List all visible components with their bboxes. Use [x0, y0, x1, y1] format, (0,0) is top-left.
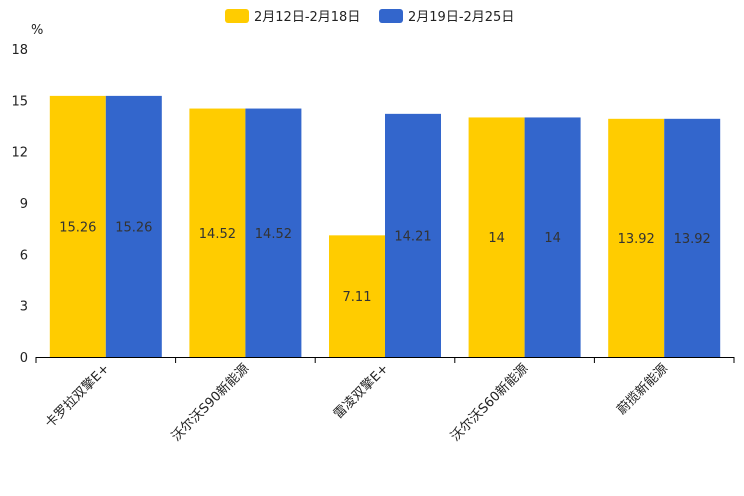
legend-swatch-2[interactable] [379, 9, 403, 23]
bar-series2-1[interactable] [105, 95, 162, 357]
data-label: 7.11 [343, 290, 372, 305]
bar-series2-4[interactable] [524, 117, 581, 357]
data-label: 13.92 [618, 232, 655, 247]
data-label: 14 [488, 231, 505, 246]
bar-series2-5[interactable] [664, 118, 721, 358]
y-axis-unit-label: % [31, 23, 43, 38]
x-axis: 卡罗拉双擎E+ 沃尔沃S90新能源 雷凌双擎E+ 沃尔沃S60新能源 蔚揽新能源 [35, 357, 735, 445]
legend: 2月12日-2月18日 2月19日-2月25日 [225, 9, 514, 25]
x-tick-label: 蔚揽新能源 [614, 361, 671, 418]
data-label: 14.52 [199, 227, 236, 242]
bar-series2-2[interactable] [245, 108, 302, 358]
data-label: 14.52 [255, 227, 292, 242]
x-tick-label: 卡罗拉双擎E+ [43, 361, 113, 431]
y-tick-label: 18 [11, 43, 28, 58]
y-tick-label: 12 [11, 146, 28, 161]
data-label: 14 [544, 231, 561, 246]
legend-label-1: 2月12日-2月18日 [254, 10, 360, 25]
y-tick-label: 9 [20, 197, 28, 212]
data-label: 15.26 [59, 220, 96, 235]
y-tick-label: 6 [20, 248, 28, 263]
x-tick-label: 雷凌双擎E+ [331, 361, 392, 422]
y-tick-label: 0 [20, 351, 28, 366]
bar-series1-1[interactable] [49, 95, 106, 357]
x-tick-label: 沃尔沃S60新能源 [447, 361, 531, 445]
bars [49, 95, 721, 358]
data-label: 15.26 [115, 220, 152, 235]
x-tick-label: 沃尔沃S90新能源 [168, 361, 252, 445]
data-label: 14.21 [394, 229, 431, 244]
bar-series1-2[interactable] [189, 108, 246, 358]
y-tick-label: 15 [11, 94, 28, 109]
data-label: 13.92 [674, 232, 711, 247]
legend-label-2: 2月19日-2月25日 [408, 10, 514, 25]
bar-series2-3[interactable] [385, 113, 441, 358]
legend-swatch-1[interactable] [225, 9, 249, 23]
bar-series1-3[interactable] [329, 235, 385, 357]
bar-series1-5[interactable] [608, 118, 665, 358]
y-axis: 0 3 6 9 12 15 18 [11, 43, 28, 366]
y-tick-label: 3 [20, 300, 28, 315]
bar-series1-4[interactable] [468, 117, 525, 357]
data-labels: 15.26 15.26 14.52 14.52 7.11 14.21 14 14 13.92 13… [59, 220, 711, 305]
